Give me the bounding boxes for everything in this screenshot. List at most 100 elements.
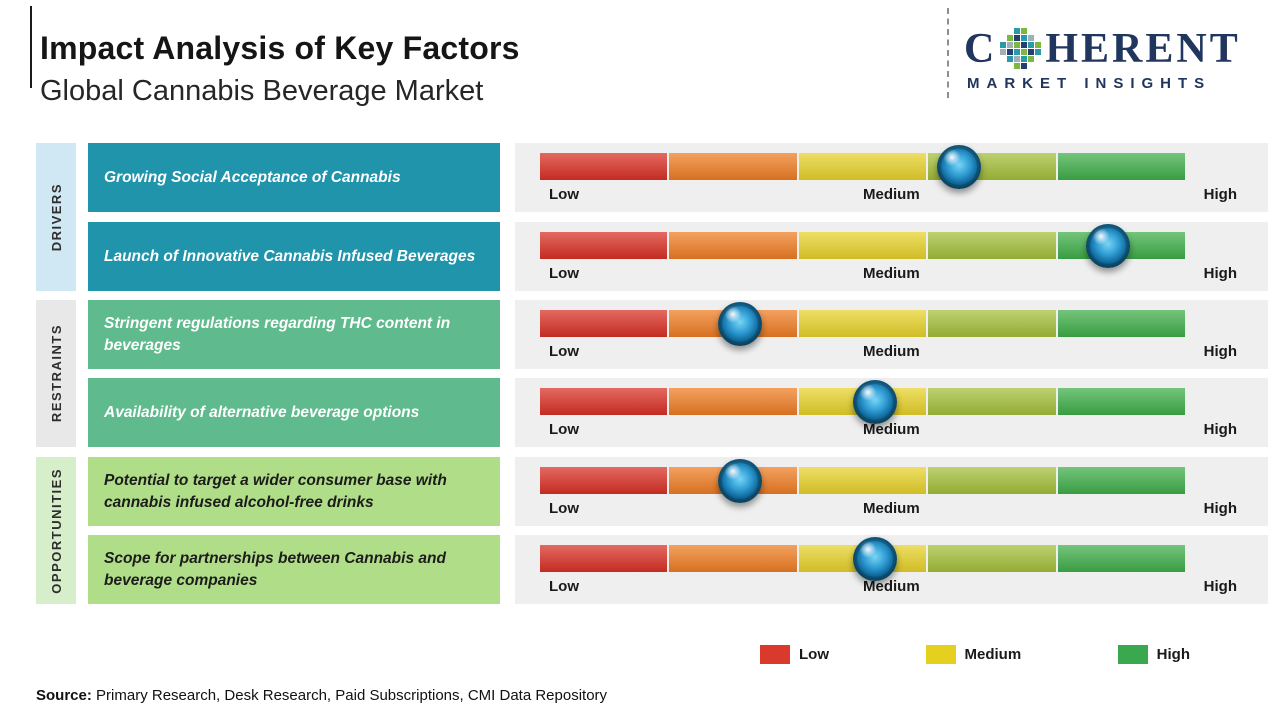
impact-scale: Low Medium High xyxy=(515,222,1268,291)
scale-labels: Low Medium High xyxy=(549,186,1237,203)
scale-label-low: Low xyxy=(549,343,579,360)
factor-row: Growing Social Acceptance of Cannabis Lo… xyxy=(0,143,1280,212)
brand-logo-letters: HERENT xyxy=(1045,26,1241,72)
scale-segment xyxy=(669,232,797,259)
scale-label-low: Low xyxy=(549,265,579,282)
factor-row: Potential to target a wider consumer bas… xyxy=(0,457,1280,526)
scale-label-low: Low xyxy=(549,186,579,203)
page-title: Impact Analysis of Key Factors xyxy=(40,30,520,66)
scale-segment xyxy=(1057,545,1186,572)
scale-segment xyxy=(928,232,1056,259)
scale-label-low: Low xyxy=(549,500,579,517)
scale-label-medium: Medium xyxy=(863,500,920,517)
factor-label-box: Potential to target a wider consumer bas… xyxy=(88,457,500,526)
scale-segment xyxy=(1057,467,1186,494)
scale-label-high: High xyxy=(1203,500,1237,517)
legend-swatch-medium xyxy=(925,645,956,664)
scale-labels: Low Medium High xyxy=(549,500,1237,517)
scale-label-medium: Medium xyxy=(863,265,920,282)
impact-marker xyxy=(717,458,762,503)
scale-segment xyxy=(1057,388,1186,415)
factor-label-box: Availability of alternative beverage opt… xyxy=(88,378,500,447)
impact-marker xyxy=(717,301,762,346)
legend-item-high: High xyxy=(1117,645,1190,664)
impact-scale: Low Medium High xyxy=(515,300,1268,369)
legend-swatch-low xyxy=(760,645,790,664)
scale-labels: Low Medium High xyxy=(549,343,1237,360)
scale-segment xyxy=(798,310,927,337)
factor-label: Stringent regulations regarding THC cont… xyxy=(104,314,451,354)
scale-label-high: High xyxy=(1203,421,1237,438)
group-tab-opportunities: OPPORTUNITIES xyxy=(36,457,76,604)
legend: Low Medium High xyxy=(760,645,1190,664)
scale-segment xyxy=(928,388,1056,415)
factor-label: Launch of Innovative Cannabis Infused Be… xyxy=(104,247,476,265)
group-tab-drivers: DRIVERS xyxy=(36,143,76,291)
factor-row: Launch of Innovative Cannabis Infused Be… xyxy=(0,222,1280,291)
impact-gradient-bar xyxy=(540,144,1186,189)
impact-marker xyxy=(1085,223,1130,268)
scale-label-medium: Medium xyxy=(863,421,920,438)
factor-label: Availability of alternative beverage opt… xyxy=(104,403,420,421)
impact-marker xyxy=(853,536,898,581)
scale-label-high: High xyxy=(1203,578,1237,595)
scale-segment xyxy=(540,232,668,259)
scale-label-low: Low xyxy=(549,421,579,438)
impact-scale: Low Medium High xyxy=(515,535,1268,604)
header: Impact Analysis of Key Factors Global Ca… xyxy=(40,30,520,108)
scale-labels: Low Medium High xyxy=(549,578,1237,595)
page-subtitle: Global Cannabis Beverage Market xyxy=(40,75,484,107)
scale-segment xyxy=(669,545,797,572)
scale-label-high: High xyxy=(1203,343,1237,360)
legend-label: Medium xyxy=(964,646,1022,663)
scale-segment xyxy=(540,545,668,572)
impact-gradient-bar xyxy=(540,536,1186,581)
impact-marker xyxy=(853,379,898,424)
scale-segment xyxy=(1057,153,1186,180)
factor-row: Scope for partnerships between Cannabis … xyxy=(0,535,1280,604)
decorative-left-line xyxy=(30,6,32,88)
factor-row: Stringent regulations regarding THC cont… xyxy=(0,300,1280,369)
factor-label-box: Launch of Innovative Cannabis Infused Be… xyxy=(88,222,500,291)
impact-gradient-bar xyxy=(540,458,1186,503)
brand-logo-letter: C xyxy=(964,26,998,72)
source-text: Primary Research, Desk Research, Paid Su… xyxy=(91,687,608,704)
scale-segment xyxy=(540,153,668,180)
scale-segment xyxy=(540,388,668,415)
legend-label: High xyxy=(1156,646,1190,663)
legend-swatch-high xyxy=(1117,645,1148,664)
scale-segment xyxy=(798,467,927,494)
scale-labels: Low Medium High xyxy=(549,265,1237,282)
factor-label: Growing Social Acceptance of Cannabis xyxy=(104,168,401,186)
brand-logo: C HERENT MARKET INSIGHTS xyxy=(964,28,1264,92)
scale-label-low: Low xyxy=(549,578,579,595)
scale-segment xyxy=(798,232,927,259)
factor-label-box: Scope for partnerships between Cannabis … xyxy=(88,535,500,604)
scale-label-high: High xyxy=(1203,186,1237,203)
factor-row: Availability of alternative beverage opt… xyxy=(0,378,1280,447)
scale-label-medium: Medium xyxy=(863,578,920,595)
factor-label: Scope for partnerships between Cannabis … xyxy=(104,549,446,589)
legend-label: Low xyxy=(799,646,829,663)
scale-segment xyxy=(540,310,668,337)
scale-label-medium: Medium xyxy=(863,343,920,360)
legend-item-low: Low xyxy=(760,645,829,664)
scale-segment xyxy=(928,545,1056,572)
brand-logo-wordmark: C HERENT xyxy=(964,28,1264,70)
scale-segment xyxy=(1057,310,1186,337)
impact-gradient-bar xyxy=(540,301,1186,346)
factor-label: Potential to target a wider consumer bas… xyxy=(104,471,447,511)
impact-marker xyxy=(937,144,982,189)
impact-scale: Low Medium High xyxy=(515,457,1268,526)
factor-label-box: Stringent regulations regarding THC cont… xyxy=(88,300,500,369)
scale-segment xyxy=(798,153,927,180)
scale-label-medium: Medium xyxy=(863,186,920,203)
scale-label-high: High xyxy=(1203,265,1237,282)
scale-segment xyxy=(928,467,1056,494)
impact-gradient-bar xyxy=(540,223,1186,268)
source-prefix: Source: xyxy=(36,687,92,704)
scale-segment xyxy=(669,388,797,415)
source-note: Source: Primary Research, Desk Research,… xyxy=(36,687,607,704)
scale-segment xyxy=(540,467,668,494)
